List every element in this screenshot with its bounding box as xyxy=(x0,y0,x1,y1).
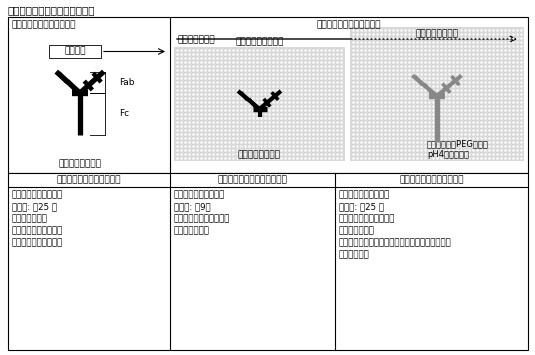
Text: 半減期: 素25 日: 半減期: 素25 日 xyxy=(339,202,384,211)
Bar xyxy=(49,45,101,58)
Bar xyxy=(8,173,528,350)
Text: 大量投与が可能: 大量投与が可能 xyxy=(339,226,375,235)
Text: 物理化学的処理: 物理化学的処理 xyxy=(178,35,216,44)
Text: 即効性、高い組織浸透性: 即効性、高い組織浸透性 xyxy=(174,214,231,223)
Text: 静注・完全分子型: 静注・完全分子型 xyxy=(416,29,458,38)
Text: 静注・不完全分子型: 静注・不完全分子型 xyxy=(235,37,284,46)
Text: 主に感染の予防に使用: 主に感染の予防に使用 xyxy=(12,190,63,199)
Text: 筋注・完全分子型: 筋注・完全分子型 xyxy=(58,159,102,168)
Text: 筋注用免疫グロブリン製剤: 筋注用免疫グロブリン製剤 xyxy=(12,20,77,29)
Text: 不完全分子型免疫グロブリン: 不完全分子型免疫グロブリン xyxy=(218,175,287,184)
Text: 車食細胞による車食促進作用（オプソニン効果）: 車食細胞による車食促進作用（オプソニン効果） xyxy=(339,238,452,247)
Text: 主に感染の治療に使用: 主に感染の治療に使用 xyxy=(174,190,225,199)
Text: 少量しか投与できない: 少量しか投与できない xyxy=(12,226,63,235)
Text: 完全分子型免疫グロブリン: 完全分子型免疫グロブリン xyxy=(57,175,121,184)
Text: Fab: Fab xyxy=(119,78,134,87)
Text: 吸収がゆるやか: 吸収がゆるやか xyxy=(12,214,48,223)
Text: 酵素処理: 酵素処理 xyxy=(64,46,86,55)
Text: 大量投与が可能: 大量投与が可能 xyxy=(174,226,210,235)
Text: （スルホ化、PEG処理、
pH4処理など）: （スルホ化、PEG処理、 pH4処理など） xyxy=(427,140,489,159)
Text: 【免疫グロブリン製剤の特徴】: 【免疫グロブリン製剤の特徴】 xyxy=(8,5,96,15)
Bar xyxy=(8,17,528,173)
Text: 完全分子型免疫グロブリン: 完全分子型免疫グロブリン xyxy=(399,175,464,184)
Text: 即効性、高い組織浸透性: 即効性、高い組織浸透性 xyxy=(339,214,395,223)
Bar xyxy=(174,47,345,161)
Text: 半減期: 素25 日: 半減期: 素25 日 xyxy=(12,202,57,211)
Text: 半減期: 素9日: 半減期: 素9日 xyxy=(174,202,211,211)
Text: 主に感染の治療に使用: 主に感染の治療に使用 xyxy=(339,190,390,199)
Text: 静注用免疫グロブリン製剤: 静注用免疫グロブリン製剤 xyxy=(317,20,381,29)
Bar xyxy=(350,27,524,161)
Text: 幅広い適応症: 幅広い適応症 xyxy=(339,250,370,259)
Text: Fc: Fc xyxy=(119,109,129,119)
Text: （ペプシン処理）: （ペプシン処理） xyxy=(238,150,281,159)
Text: 筋注による疼痛がある: 筋注による疼痛がある xyxy=(12,238,63,247)
